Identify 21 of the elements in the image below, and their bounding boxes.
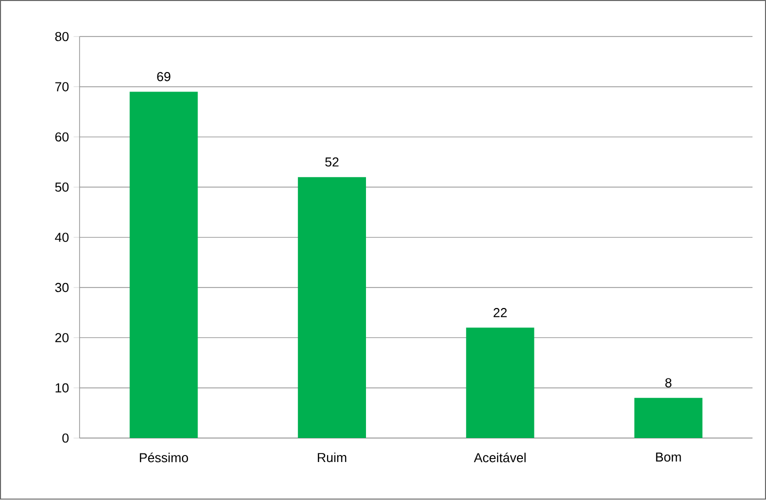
y-tick-label: 10 (56, 383, 69, 393)
y-tick-label: 60 (55, 132, 69, 142)
y-tick-label: 20 (55, 333, 69, 342)
y-tick-label: 40 (54, 232, 69, 242)
y-tick-label: 50 (55, 182, 69, 192)
x-tick-label: Bom (656, 452, 681, 462)
y-tick-label: 30 (55, 283, 69, 292)
bar (130, 92, 198, 438)
y-tick-label: 80 (55, 32, 69, 42)
x-tick-label: Aceitável (474, 452, 526, 462)
bar (466, 328, 534, 438)
data-label: 8 (665, 378, 672, 388)
data-label: 52 (325, 158, 338, 167)
y-tick-label: 0 (62, 434, 69, 443)
data-label: 22 (494, 308, 507, 318)
data-label: 69 (157, 72, 170, 82)
y-tick-label: 70 (55, 82, 69, 92)
x-tick-label: Ruim (318, 452, 346, 462)
x-tick-label: Péssimo (140, 452, 188, 462)
bar (634, 398, 702, 438)
bar (298, 177, 366, 438)
